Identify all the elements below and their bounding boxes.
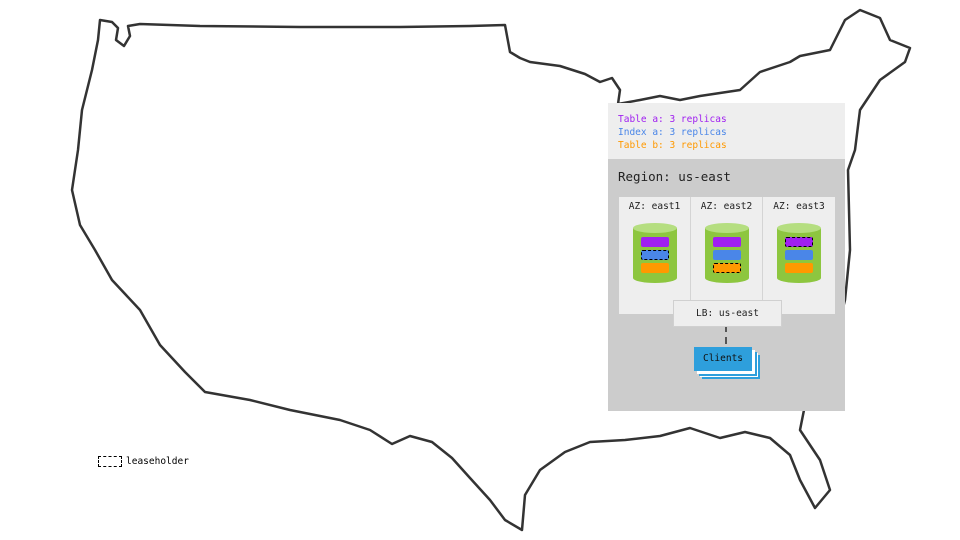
legend-table-b: Table b: 3 replicas [618,140,727,151]
table-a-replica-leaseholder [785,237,813,247]
leaseholder-legend: leaseholder [98,451,189,470]
table-a-replica [641,237,669,247]
az-label: AZ: east3 [773,201,825,212]
database-icon [777,223,821,283]
az-east1: AZ: east1 [619,197,691,314]
az-east2: AZ: east2 [691,197,763,314]
az-label: AZ: east2 [700,201,753,212]
index-a-replica-leaseholder [641,250,669,260]
region-title: Region: us-east [618,169,731,184]
database-icon [633,223,677,283]
load-balancer: LB: us-east [673,300,782,327]
index-a-replica [785,250,813,260]
leaseholder-swatch [98,456,122,467]
region-panel: Table a: 3 replicas Index a: 3 replicas … [608,103,845,411]
table-a-replica [713,237,741,247]
clients-box: Clients [694,347,752,371]
replica-legend: Table a: 3 replicas Index a: 3 replicas … [608,103,845,159]
table-b-replica-leaseholder [713,263,741,273]
database-icon [705,223,749,283]
table-b-replica [641,263,669,273]
leaseholder-label: leaseholder [126,456,189,467]
legend-table-a: Table a: 3 replicas [618,114,727,125]
az-label: AZ: east1 [628,201,681,212]
index-a-replica [713,250,741,260]
az-east3: AZ: east3 [763,197,835,314]
legend-index-a: Index a: 3 replicas [618,127,727,138]
az-container: AZ: east1 AZ: east2 AZ: east3 [619,197,835,314]
table-b-replica [785,263,813,273]
